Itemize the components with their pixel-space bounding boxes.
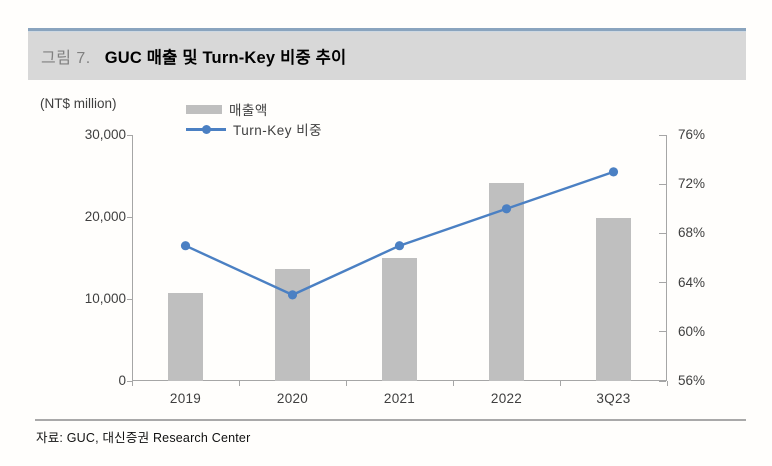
right-axis-tick-label: 64%	[678, 274, 706, 290]
right-axis-tick	[659, 232, 666, 234]
right-axis-tick-label: 68%	[678, 225, 706, 241]
legend-label-revenue: 매출액	[229, 103, 268, 118]
turnkey-line	[184, 170, 614, 297]
bar-swatch-icon	[186, 104, 222, 114]
revenue-bar-2021	[382, 258, 417, 381]
x-axis-tick	[131, 381, 133, 386]
revenue-bar-2019	[168, 293, 203, 381]
chart-legend: 매출액 Turn-Key 비중	[186, 99, 322, 139]
right-axis-tick	[659, 380, 666, 382]
right-axis-tick	[659, 282, 666, 284]
left-axis-tick-label: 0	[118, 373, 126, 388]
left-axis-tick	[127, 134, 132, 136]
x-axis-tick	[666, 381, 668, 386]
revenue-bar-2022	[489, 183, 524, 381]
x-axis-tick	[452, 381, 454, 386]
revenue-bar-3Q23	[596, 217, 631, 381]
right-axis-tick-label: 76%	[678, 127, 706, 142]
figure-title: GUC 매출 및 Turn-Key 비중 추이	[104, 48, 347, 67]
turnkey-line-layer	[180, 167, 619, 300]
legend-label-turnkey: Turn-Key 비중	[233, 123, 323, 138]
right-axis-tick	[659, 331, 666, 333]
right-axis-tick	[659, 134, 666, 136]
x-axis-tick	[345, 381, 347, 386]
x-axis-tick-label: 3Q23	[596, 391, 631, 406]
left-axis-tick	[127, 216, 132, 218]
x-axis-tick	[238, 381, 240, 386]
line-marker-swatch-icon	[186, 124, 226, 134]
left-axis-tick-label: 20,000	[84, 209, 126, 224]
source-note: 자료: GUC, 대신증권 Research Center	[36, 431, 251, 445]
revenue-bar-2020	[275, 269, 310, 381]
figure-title-bar: 그림 7. GUC 매출 및 Turn-Key 비중 추이	[28, 28, 746, 80]
right-axis-tick-label: 60%	[678, 323, 706, 339]
x-axis-tick-label: 2021	[383, 391, 416, 406]
footer-divider	[35, 419, 746, 421]
x-axis-tick-label: 2019	[169, 391, 202, 406]
left-axis-tick-label: 10,000	[84, 291, 126, 306]
legend-item-revenue: 매출액	[186, 99, 322, 119]
right-axis-tick-label: 72%	[678, 176, 706, 192]
turnkey-point-3Q23	[608, 167, 619, 177]
turnkey-point-2021	[394, 241, 405, 251]
turnkey-point-2019	[180, 241, 191, 251]
x-axis-tick	[559, 381, 561, 386]
turnkey-point-2020	[287, 290, 298, 300]
left-axis-unit-label: (NT$ million)	[40, 96, 117, 111]
figure-number-label: 그림 7.	[41, 49, 91, 67]
left-axis-tick	[127, 298, 132, 300]
left-axis-tick-label: 30,000	[84, 127, 126, 142]
left-axis-tick	[127, 380, 132, 382]
x-axis-tick-label: 2022	[490, 391, 523, 406]
right-axis-tick	[659, 183, 666, 185]
legend-item-turnkey: Turn-Key 비중	[186, 119, 322, 139]
turnkey-point-2022	[501, 204, 512, 214]
right-axis-tick-label: 56%	[678, 373, 706, 388]
x-axis-tick-label: 2020	[276, 391, 309, 406]
